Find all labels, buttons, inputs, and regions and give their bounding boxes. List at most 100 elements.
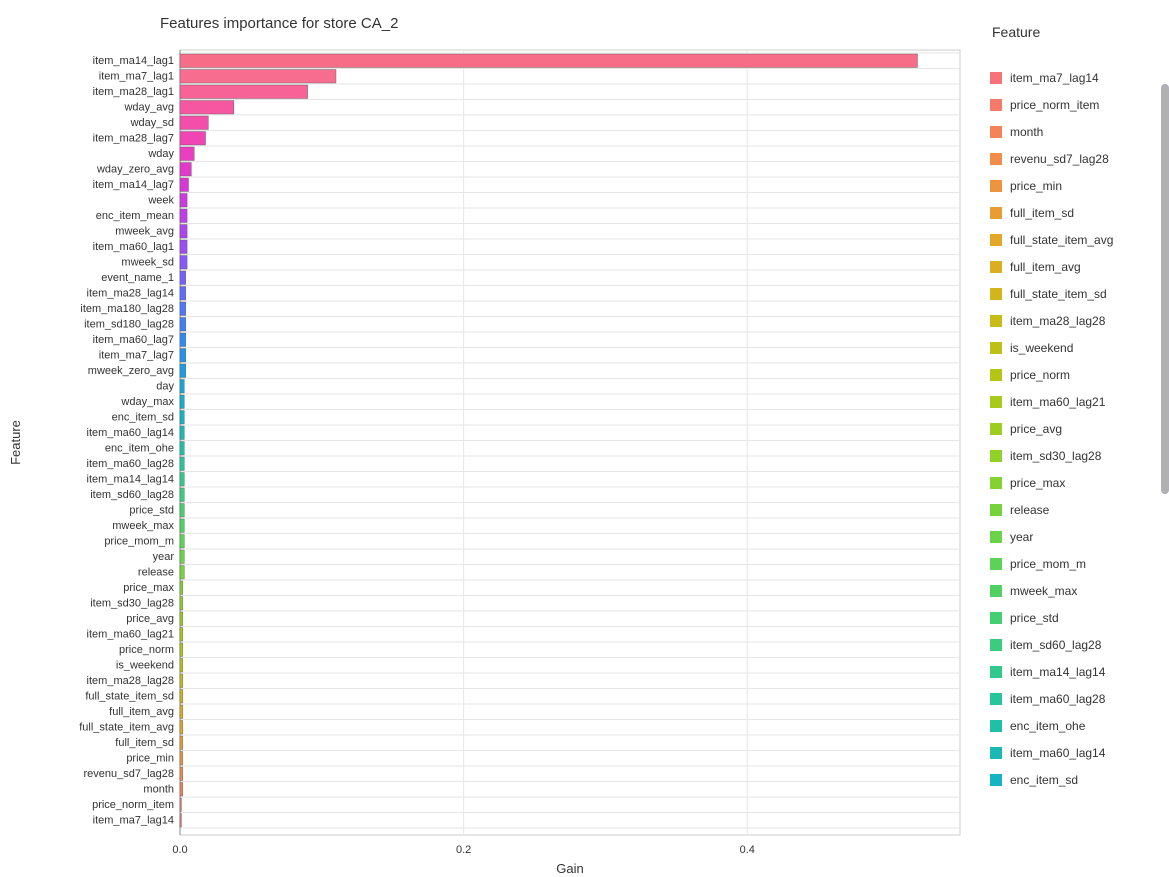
legend-label: price_mom_m xyxy=(1010,557,1086,571)
bar-item_ma60_lag14[interactable] xyxy=(180,426,184,440)
legend-item[interactable]: price_norm_item xyxy=(990,91,1165,118)
y-tick-label: wday_avg xyxy=(123,101,174,113)
legend-item[interactable]: price_min xyxy=(990,172,1165,199)
bar-price_max[interactable] xyxy=(180,581,183,595)
bar-item_ma28_lag14[interactable] xyxy=(180,287,186,301)
bar-item_ma60_lag7[interactable] xyxy=(180,333,186,347)
bar-mweek_avg[interactable] xyxy=(180,225,187,239)
legend-item[interactable]: item_ma60_lag21 xyxy=(990,388,1165,415)
bar-item_ma14_lag1[interactable] xyxy=(180,54,917,68)
bar-item_ma28_lag1[interactable] xyxy=(180,85,308,99)
legend-scrollbar[interactable] xyxy=(1161,84,1169,494)
y-tick-label: item_ma60_lag7 xyxy=(93,334,174,346)
bar-item_ma7_lag7[interactable] xyxy=(180,349,186,363)
bar-week[interactable] xyxy=(180,194,187,208)
bar-item_ma60_lag28[interactable] xyxy=(180,457,184,471)
legend-item[interactable]: release xyxy=(990,496,1165,523)
bar-wday_zero_avg[interactable] xyxy=(180,163,191,177)
bar-item_ma7_lag1[interactable] xyxy=(180,70,336,84)
legend-item[interactable]: enc_item_sd xyxy=(990,766,1165,793)
legend-item[interactable]: full_item_sd xyxy=(990,199,1165,226)
bar-year[interactable] xyxy=(180,550,184,564)
legend-swatch xyxy=(990,153,1002,165)
legend-label: enc_item_ohe xyxy=(1010,719,1085,733)
bar-price_mom_m[interactable] xyxy=(180,535,184,549)
bar-revenu_sd7_lag28[interactable] xyxy=(180,767,183,781)
legend-item[interactable]: price_norm xyxy=(990,361,1165,388)
bar-price_norm_item[interactable] xyxy=(180,798,181,812)
legend-item[interactable]: item_ma14_lag14 xyxy=(990,658,1165,685)
bar-mweek_zero_avg[interactable] xyxy=(180,364,186,378)
bar-price_std[interactable] xyxy=(180,504,184,518)
bar-price_avg[interactable] xyxy=(180,612,183,626)
bar-item_sd60_lag28[interactable] xyxy=(180,488,184,502)
legend-item[interactable]: full_item_avg xyxy=(990,253,1165,280)
legend-item[interactable]: item_ma7_lag14 xyxy=(990,64,1165,91)
y-tick-label: item_ma28_lag7 xyxy=(93,132,174,144)
legend-list[interactable]: item_ma7_lag14price_norm_itemmonthrevenu… xyxy=(990,64,1165,793)
y-tick-label: is_weekend xyxy=(116,659,174,671)
y-tick-label: item_ma60_lag14 xyxy=(87,427,174,439)
legend-item[interactable]: price_std xyxy=(990,604,1165,631)
bar-release[interactable] xyxy=(180,566,184,580)
bar-full_item_sd[interactable] xyxy=(180,736,183,750)
bar-item_sd180_lag28[interactable] xyxy=(180,318,186,332)
legend-swatch xyxy=(990,288,1002,300)
bar-full_state_item_sd[interactable] xyxy=(180,690,183,704)
bar-price_norm[interactable] xyxy=(180,643,183,657)
bar-item_ma60_lag1[interactable] xyxy=(180,240,187,254)
svg-text:0.2: 0.2 xyxy=(456,844,471,856)
bar-enc_item_sd[interactable] xyxy=(180,411,184,425)
legend-item[interactable]: item_ma28_lag28 xyxy=(990,307,1165,334)
bar-month[interactable] xyxy=(180,783,183,797)
bar-wday_avg[interactable] xyxy=(180,101,234,115)
svg-text:0.4: 0.4 xyxy=(740,844,755,856)
bar-item_ma7_lag14[interactable] xyxy=(180,814,181,828)
legend-item[interactable]: enc_item_ohe xyxy=(990,712,1165,739)
bar-item_ma180_lag28[interactable] xyxy=(180,302,186,316)
bar-item_ma14_lag7[interactable] xyxy=(180,178,189,192)
legend-item[interactable]: is_weekend xyxy=(990,334,1165,361)
bar-day[interactable] xyxy=(180,380,184,394)
legend-item[interactable]: item_ma60_lag14 xyxy=(990,739,1165,766)
y-tick-label: full_state_item_sd xyxy=(85,690,174,702)
bar-item_ma14_lag14[interactable] xyxy=(180,473,184,487)
legend-label: full_state_item_avg xyxy=(1010,233,1113,247)
y-tick-label: mweek_max xyxy=(112,520,174,532)
legend-item[interactable]: revenu_sd7_lag28 xyxy=(990,145,1165,172)
legend-item[interactable]: full_state_item_avg xyxy=(990,226,1165,253)
bar-enc_item_ohe[interactable] xyxy=(180,442,184,456)
legend-label: item_ma60_lag21 xyxy=(1010,395,1105,409)
bar-full_state_item_avg[interactable] xyxy=(180,721,183,735)
feature-importance-chart[interactable]: 0.00.20.4item_ma14_lag1item_ma7_lag1item… xyxy=(0,0,980,877)
bar-event_name_1[interactable] xyxy=(180,271,186,285)
legend-item[interactable]: item_sd30_lag28 xyxy=(990,442,1165,469)
bar-full_item_avg[interactable] xyxy=(180,705,183,719)
chart-title: Features importance for store CA_2 xyxy=(160,15,398,32)
legend-item[interactable]: item_sd60_lag28 xyxy=(990,631,1165,658)
bar-mweek_max[interactable] xyxy=(180,519,184,533)
legend-label: item_ma28_lag28 xyxy=(1010,314,1105,328)
legend-item[interactable]: full_state_item_sd xyxy=(990,280,1165,307)
legend-item[interactable]: item_ma60_lag28 xyxy=(990,685,1165,712)
bar-price_min[interactable] xyxy=(180,752,183,766)
bar-wday_max[interactable] xyxy=(180,395,184,409)
legend-item[interactable]: mweek_max xyxy=(990,577,1165,604)
legend-item[interactable]: year xyxy=(990,523,1165,550)
bar-wday_sd[interactable] xyxy=(180,116,208,130)
legend-item[interactable]: month xyxy=(990,118,1165,145)
legend-item[interactable]: price_avg xyxy=(990,415,1165,442)
legend-item[interactable]: price_mom_m xyxy=(990,550,1165,577)
bar-item_ma60_lag21[interactable] xyxy=(180,628,183,642)
legend-item[interactable]: price_max xyxy=(990,469,1165,496)
legend-swatch xyxy=(990,693,1002,705)
y-tick-label: full_item_avg xyxy=(109,706,174,718)
bar-item_ma28_lag28[interactable] xyxy=(180,674,183,688)
bar-enc_item_mean[interactable] xyxy=(180,209,187,223)
bar-mweek_sd[interactable] xyxy=(180,256,187,270)
bar-item_sd30_lag28[interactable] xyxy=(180,597,183,611)
bar-is_weekend[interactable] xyxy=(180,659,183,673)
bar-item_ma28_lag7[interactable] xyxy=(180,132,206,146)
y-tick-label: item_ma180_lag28 xyxy=(80,303,174,315)
bar-wday[interactable] xyxy=(180,147,194,161)
